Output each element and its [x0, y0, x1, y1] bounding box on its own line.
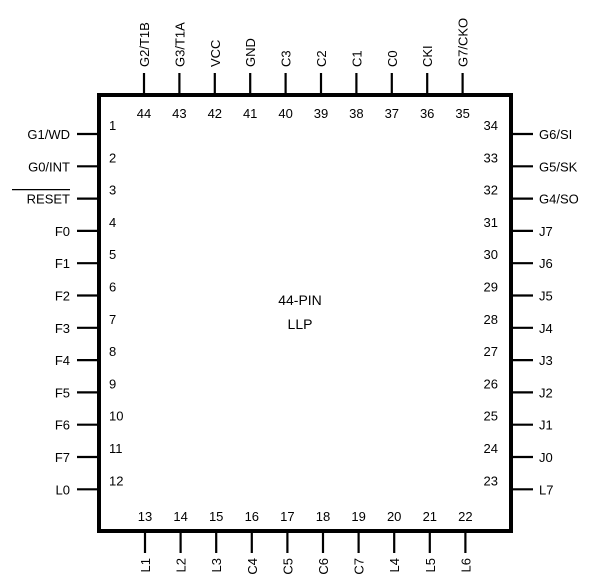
pin-number-1: 1: [109, 118, 116, 133]
pin-label-g2-t1b: G2/T1B: [137, 22, 152, 67]
pin-label-g7-cko: G7/CKO: [456, 18, 471, 67]
pin-number-25: 25: [484, 409, 498, 424]
pin-number-13: 13: [138, 509, 152, 524]
pin-label-c4: C4: [245, 558, 260, 575]
pin-label-reset: RESET: [27, 192, 70, 207]
pin-number-23: 23: [484, 473, 498, 488]
pin-label-cki: CKI: [420, 45, 435, 67]
pin-number-26: 26: [484, 376, 498, 391]
pin-label-f2: F2: [55, 289, 70, 304]
pin-number-5: 5: [109, 247, 116, 262]
pin-number-16: 16: [245, 509, 259, 524]
pin-number-36: 36: [420, 106, 434, 121]
pin-label-c2: C2: [314, 50, 329, 67]
pin-number-21: 21: [423, 509, 437, 524]
pin-number-11: 11: [109, 441, 123, 456]
pin-number-3: 3: [109, 183, 116, 198]
pin-label-vcc: VCC: [208, 40, 223, 67]
package-label-line2: LLP: [288, 316, 313, 332]
pin-number-22: 22: [458, 509, 472, 524]
pin-label-g1-wd: G1/WD: [27, 127, 70, 142]
chip-package-body: [97, 93, 513, 533]
pin-number-24: 24: [484, 441, 498, 456]
pin-label-c7: C7: [352, 558, 367, 575]
pin-number-15: 15: [209, 509, 223, 524]
pin-label-g5-sk: G5/SK: [539, 159, 578, 174]
pin-label-j2: J2: [539, 385, 553, 400]
pin-label-j5: J5: [539, 289, 553, 304]
pin-label-l1: L1: [138, 558, 153, 572]
package-label-line1: 44-PIN: [278, 292, 322, 308]
pin-number-34: 34: [484, 118, 498, 133]
pin-number-14: 14: [173, 509, 187, 524]
pin-label-l7: L7: [539, 482, 553, 497]
pin-number-35: 35: [455, 106, 469, 121]
pin-number-33: 33: [484, 150, 498, 165]
pin-number-8: 8: [109, 344, 116, 359]
pin-label-g3-t1a: G3/T1A: [172, 22, 187, 67]
pin-number-17: 17: [280, 509, 294, 524]
pin-number-41: 41: [243, 106, 257, 121]
pin-label-j6: J6: [539, 256, 553, 271]
pin-label-j4: J4: [539, 321, 553, 336]
pin-number-40: 40: [278, 106, 292, 121]
pin-label-f7: F7: [55, 450, 70, 465]
pin-label-gnd: GND: [243, 38, 258, 67]
pin-label-l6: L6: [458, 558, 473, 572]
pin-number-42: 42: [208, 106, 222, 121]
pin-number-20: 20: [387, 509, 401, 524]
pin-number-32: 32: [484, 183, 498, 198]
pin-number-10: 10: [109, 409, 123, 424]
pin-number-27: 27: [484, 344, 498, 359]
pin-label-c6: C6: [316, 558, 331, 575]
pin-label-g4-so: G4/SO: [539, 192, 579, 207]
pin-number-37: 37: [385, 106, 399, 121]
pin-label-j1: J1: [539, 418, 553, 433]
pin-number-31: 31: [484, 215, 498, 230]
pin-label-f0: F0: [55, 224, 70, 239]
pin-number-2: 2: [109, 150, 116, 165]
pin-label-f4: F4: [55, 353, 70, 368]
pin-label-l0: L0: [56, 482, 70, 497]
pin-label-c0: C0: [385, 50, 400, 67]
pin-number-28: 28: [484, 312, 498, 327]
pin-label-c5: C5: [280, 558, 295, 575]
pin-label-l5: L5: [423, 558, 438, 572]
pin-label-j7: J7: [539, 224, 553, 239]
pin-label-l3: L3: [209, 558, 224, 572]
pin-number-30: 30: [484, 247, 498, 262]
pin-label-c3: C3: [279, 50, 294, 67]
pin-number-39: 39: [314, 106, 328, 121]
pin-number-6: 6: [109, 280, 116, 295]
pin-label-f6: F6: [55, 418, 70, 433]
pin-number-44: 44: [137, 106, 151, 121]
pin-label-f5: F5: [55, 385, 70, 400]
pins-layer: 1 G1/WD 2 G0/INT 3 RESET 4 F0 5 F1 6 F2 7 F3 8 F4 9 F5 10 F…: [12, 18, 579, 575]
pin-number-19: 19: [351, 509, 365, 524]
pin-number-43: 43: [172, 106, 186, 121]
pin-label-g6-si: G6/SI: [539, 127, 572, 142]
pin-label-l4: L4: [387, 558, 402, 572]
pin-number-9: 9: [109, 376, 116, 391]
pin-number-18: 18: [316, 509, 330, 524]
pin-label-f3: F3: [55, 321, 70, 336]
pin-label-j3: J3: [539, 353, 553, 368]
pin-number-4: 4: [109, 215, 116, 230]
pin-label-j0: J0: [539, 450, 553, 465]
pin-number-38: 38: [349, 106, 363, 121]
pin-label-g0-int: G0/INT: [28, 159, 70, 174]
pin-number-29: 29: [484, 280, 498, 295]
pin-number-12: 12: [109, 473, 123, 488]
pin-number-7: 7: [109, 312, 116, 327]
pin-label-c1: C1: [349, 50, 364, 67]
pin-label-f1: F1: [55, 256, 70, 271]
pin-label-l2: L2: [174, 558, 189, 572]
